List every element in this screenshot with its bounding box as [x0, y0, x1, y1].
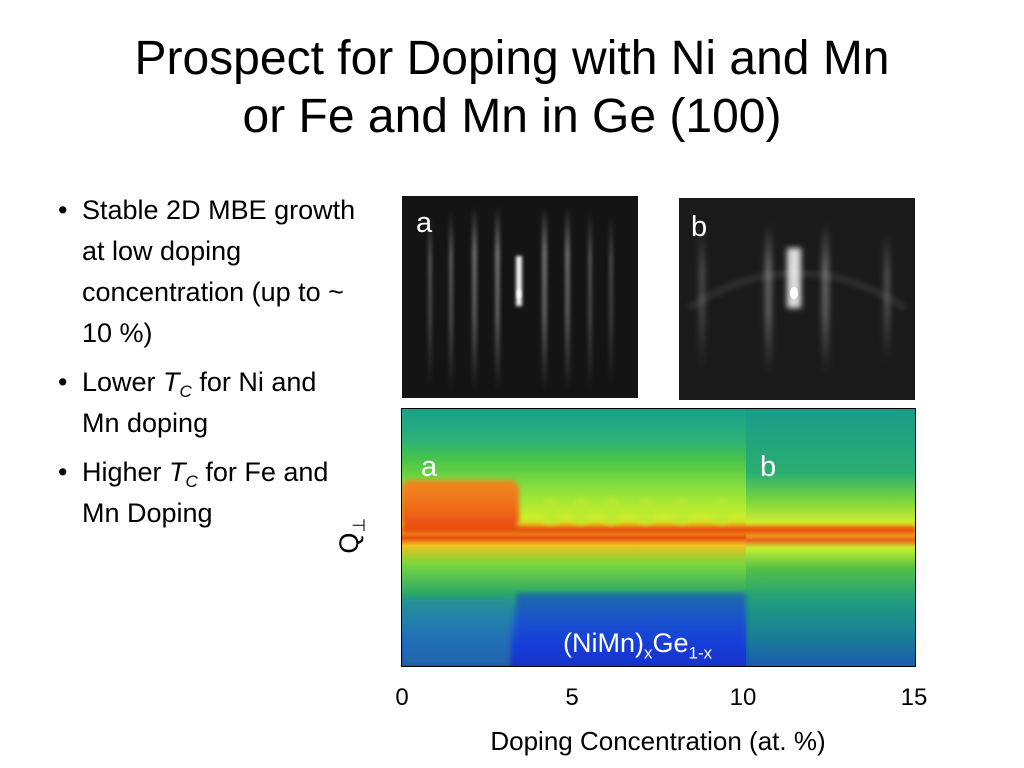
bullet-pre: Higher: [82, 457, 170, 487]
rheed-pattern-b: [679, 198, 915, 400]
bullet-post: for Fe and Mn Doping: [82, 457, 329, 528]
slide-title: Prospect for Doping with Ni and Mn or Fe…: [0, 30, 1024, 146]
formula-mid: Ge: [652, 628, 689, 658]
formula-label: (NiMn)xGe1-x: [563, 628, 712, 661]
y-axis-label-sub: ⊥: [349, 517, 369, 533]
bullet-pre: Lower: [82, 367, 164, 397]
colormap-label-b: b: [760, 451, 777, 483]
rheed-image-a: a: [402, 196, 638, 398]
y-axis-label: Q⊥: [334, 518, 369, 554]
tc-subscript: C: [185, 472, 198, 491]
bullet-item: Higher TC for Fe and Mn Doping: [58, 452, 358, 534]
tc-symbol: T: [169, 457, 186, 487]
y-axis-label-main: Q: [334, 532, 365, 554]
colormap-plot: a b: [401, 408, 916, 667]
rheed-image-b: b: [679, 198, 915, 400]
x-tick-label: 0: [395, 684, 409, 711]
formula-pre: (NiMn): [563, 628, 644, 658]
bullet-item: Lower TC for Ni and Mn doping: [58, 362, 358, 444]
title-line-1: Prospect for Doping with Ni and Mn: [134, 32, 890, 85]
bullet-item: Stable 2D MBE growth at low doping conce…: [58, 190, 358, 354]
x-tick-label: 15: [900, 684, 928, 711]
rheed-label-a: a: [416, 207, 433, 239]
x-axis-label: Doping Concentration (at. %): [490, 726, 826, 756]
bullet-text: Stable 2D MBE growth at low doping conce…: [82, 195, 356, 348]
x-tick-label: 10: [729, 684, 757, 711]
bullet-post: for Ni and Mn doping: [82, 367, 317, 438]
colormap-label-a: a: [421, 451, 438, 483]
colormap-image: [401, 408, 916, 667]
x-tick-label: 5: [565, 684, 579, 711]
title-line-2: or Fe and Mn in Ge (100): [242, 90, 782, 143]
formula-sub-1mx: 1-x: [688, 643, 713, 663]
formula-sub-x: x: [644, 643, 653, 663]
rheed-label-b: b: [691, 211, 708, 243]
rheed-pattern-a: [402, 196, 638, 398]
tc-subscript: C: [179, 382, 192, 401]
tc-symbol: T: [163, 367, 180, 397]
bullet-list: Stable 2D MBE growth at low doping conce…: [58, 190, 358, 542]
